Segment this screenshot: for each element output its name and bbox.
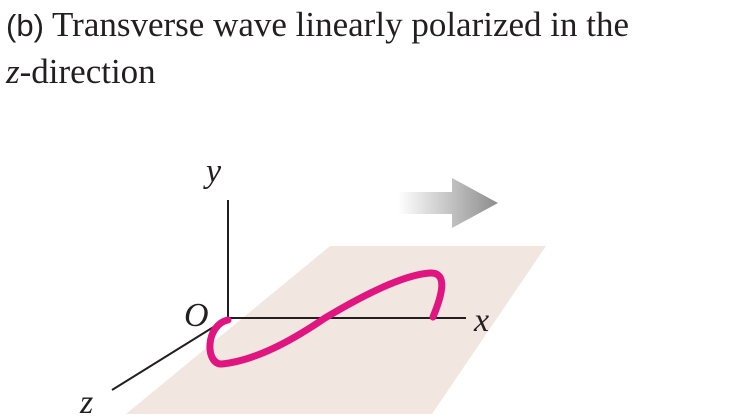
caption-direction-text: -direction (19, 52, 156, 91)
part-label: (b) (6, 8, 44, 43)
caption-title: Transverse wave linearly polarized in th… (52, 5, 630, 44)
z-axis-label: z (79, 384, 93, 417)
x-axis-label: x (473, 302, 489, 339)
z-axis (111, 317, 229, 391)
caption-line-1: (b) Transverse wave linearly polarized i… (6, 2, 736, 49)
caption-line-2: z-direction (6, 49, 736, 95)
origin-label: O (184, 297, 209, 334)
figure-caption: (b) Transverse wave linearly polarized i… (6, 2, 736, 95)
caption-italic-z: z (6, 52, 20, 91)
propagation-arrow (398, 178, 498, 228)
polarized-wave (206, 269, 446, 368)
y-axis-label: y (203, 153, 222, 190)
